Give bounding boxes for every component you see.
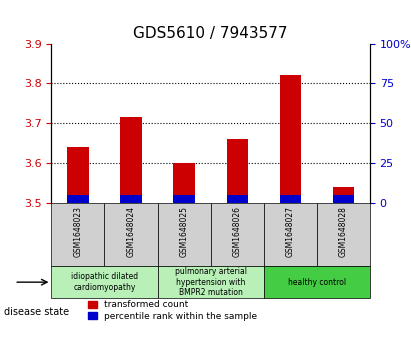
Text: pulmonary arterial
hypertension with
BMPR2 mutation: pulmonary arterial hypertension with BMP… [175,267,247,297]
Bar [333,187,354,203]
Bar [120,117,142,203]
Text: GSM1648026: GSM1648026 [233,206,242,257]
Bar [173,163,195,203]
Text: GSM1648023: GSM1648023 [74,206,83,257]
Title: GDS5610 / 7943577: GDS5610 / 7943577 [134,26,288,41]
Text: disease state: disease state [4,307,69,317]
FancyBboxPatch shape [264,203,317,266]
FancyBboxPatch shape [104,203,157,266]
Text: GSM1648027: GSM1648027 [286,206,295,257]
Text: GSM1648025: GSM1648025 [180,206,189,257]
Bar [333,195,354,203]
FancyBboxPatch shape [157,203,210,266]
Text: GSM1648028: GSM1648028 [339,206,348,257]
Text: GSM1648024: GSM1648024 [127,206,136,257]
Text: idiopathic dilated
cardiomyopathy: idiopathic dilated cardiomyopathy [71,273,138,292]
FancyBboxPatch shape [264,266,370,298]
FancyBboxPatch shape [51,266,157,298]
FancyBboxPatch shape [317,203,370,266]
Legend: transformed count, percentile rank within the sample: transformed count, percentile rank withi… [88,300,257,321]
Bar [226,195,248,203]
FancyBboxPatch shape [157,266,264,298]
Bar [226,139,248,203]
Bar [120,195,142,203]
FancyBboxPatch shape [210,203,264,266]
Bar [173,195,195,203]
Bar [67,195,88,203]
FancyBboxPatch shape [51,203,104,266]
Bar [67,147,88,203]
Bar [279,76,301,203]
Text: healthy control: healthy control [288,278,346,287]
Bar [279,195,301,203]
